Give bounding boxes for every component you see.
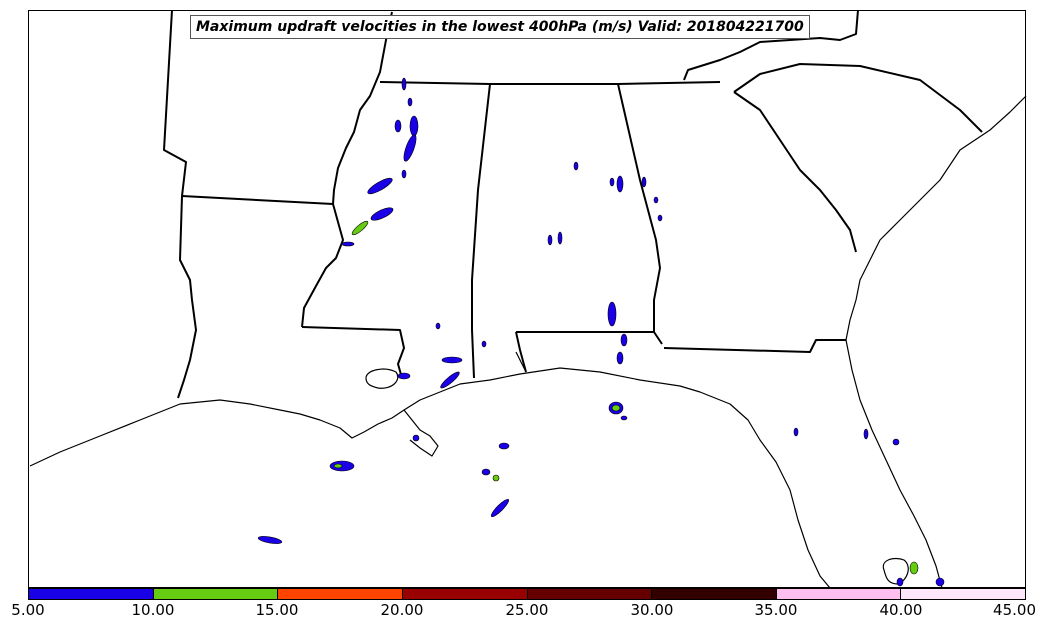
colorbar-tick-label: 25.00 xyxy=(505,601,549,619)
colorbar-tick-label: 35.00 xyxy=(754,601,798,619)
map-frame xyxy=(28,10,1026,588)
colorbar-tick-label: 15.00 xyxy=(255,601,299,619)
colorbar-tick-label: 20.00 xyxy=(380,601,424,619)
colorbar-segment-7 xyxy=(776,589,902,599)
colorbar-segment-4 xyxy=(402,589,528,599)
updraft-cells xyxy=(257,77,945,587)
colorbar-segment-1 xyxy=(29,589,154,599)
colorbar-segment-3 xyxy=(278,589,403,599)
colorbar-segment-5 xyxy=(527,589,653,599)
colorbar-tick-label: 5.00 xyxy=(11,601,45,619)
colorbar xyxy=(28,588,1026,600)
colorbar-segment-2 xyxy=(153,589,279,599)
colorbar-tick-label: 40.00 xyxy=(879,601,923,619)
map-title: Maximum updraft velocities in the lowest… xyxy=(190,15,810,39)
state-borders xyxy=(163,9,983,399)
colorbar-tick-label: 30.00 xyxy=(630,601,674,619)
colorbar-segment-8 xyxy=(901,589,1025,599)
colorbar-tick-label: 45.00 xyxy=(993,601,1036,619)
colorbar-segment-6 xyxy=(652,589,777,599)
coastlines xyxy=(29,95,1027,589)
colorbar-tick-label: 10.00 xyxy=(131,601,175,619)
